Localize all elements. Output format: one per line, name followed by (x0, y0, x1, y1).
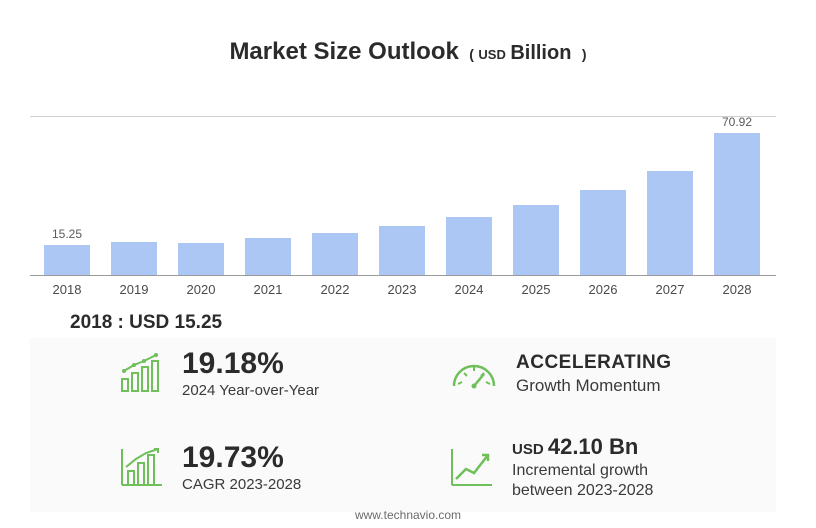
cagr-value: 19.73% (182, 442, 301, 474)
x-axis-label: 2026 (580, 282, 626, 297)
bar (111, 242, 157, 275)
cagr-label: CAGR 2023-2028 (182, 476, 301, 493)
bar (379, 226, 425, 275)
bar (312, 233, 358, 275)
x-axis-label: 2028 (714, 282, 760, 297)
metric-yoy-text: 19.18% 2024 Year-over-Year (182, 348, 319, 399)
incremental-label-1: Incremental growth (512, 462, 653, 480)
incremental-label-2: between 2023-2028 (512, 482, 653, 500)
bar-value-label: 15.25 (44, 227, 90, 241)
incremental-prefix: USD (512, 441, 544, 458)
bar (647, 171, 693, 275)
bar (580, 190, 626, 275)
x-axis-label: 2027 (647, 282, 693, 297)
x-axis-label: 2021 (245, 282, 291, 297)
bar (513, 205, 559, 275)
yoy-value: 19.18% (182, 348, 319, 380)
bar-value-label: 70.92 (714, 115, 760, 129)
bar (245, 238, 291, 275)
footer-source: www.technavio.com (0, 508, 816, 522)
baseline-readout: 2018 : USD 15.25 (70, 312, 222, 334)
x-axis-label: 2018 (44, 282, 90, 297)
title-unit: Billion (510, 42, 571, 64)
bar (178, 243, 224, 275)
metric-momentum: ACCELERATING Growth Momentum (450, 352, 672, 396)
bar (714, 133, 760, 275)
incremental-value-line: USD 42.10 Bn (512, 434, 653, 460)
x-axis-label: 2020 (178, 282, 224, 297)
x-axis-label: 2019 (111, 282, 157, 297)
x-axis-label: 2025 (513, 282, 559, 297)
growth-bars-icon (120, 353, 164, 393)
metric-yoy: 19.18% 2024 Year-over-Year (120, 348, 319, 399)
infographic-root: Market Size Outlook ( USD Billion ) 15.2… (0, 0, 816, 528)
title-currency: USD (478, 47, 505, 62)
cagr-chart-icon (120, 447, 164, 487)
x-axis-label: 2023 (379, 282, 425, 297)
metric-cagr: 19.73% CAGR 2023-2028 (120, 442, 301, 493)
bar-chart: 15.25 70.92 (30, 116, 776, 276)
yoy-label: 2024 Year-over-Year (182, 382, 319, 399)
title-main: Market Size Outlook (229, 38, 458, 65)
title-paren-open: ( (469, 46, 474, 62)
x-axis-label: 2022 (312, 282, 358, 297)
momentum-label: Growth Momentum (516, 376, 672, 396)
metric-momentum-text: ACCELERATING Growth Momentum (516, 352, 672, 396)
bar (446, 217, 492, 275)
bar (44, 245, 90, 276)
speedometer-icon (450, 358, 498, 390)
metric-incremental: USD 42.10 Bn Incremental growth between … (450, 434, 653, 500)
arrow-chart-icon (450, 447, 494, 487)
momentum-title: ACCELERATING (516, 352, 672, 374)
metrics-panel: 19.18% 2024 Year-over-Year ACCELERATING … (30, 338, 776, 512)
metric-cagr-text: 19.73% CAGR 2023-2028 (182, 442, 301, 493)
x-axis-label: 2024 (446, 282, 492, 297)
x-axis-labels: 2018 2019 2020 2021 2022 2023 2024 2025 2026 2027… (30, 282, 776, 302)
incremental-value: 42.10 Bn (548, 434, 639, 459)
title-paren-close: ) (582, 46, 587, 62)
metric-incremental-text: USD 42.10 Bn Incremental growth between … (512, 434, 653, 500)
title-row: Market Size Outlook ( USD Billion ) (0, 38, 816, 66)
